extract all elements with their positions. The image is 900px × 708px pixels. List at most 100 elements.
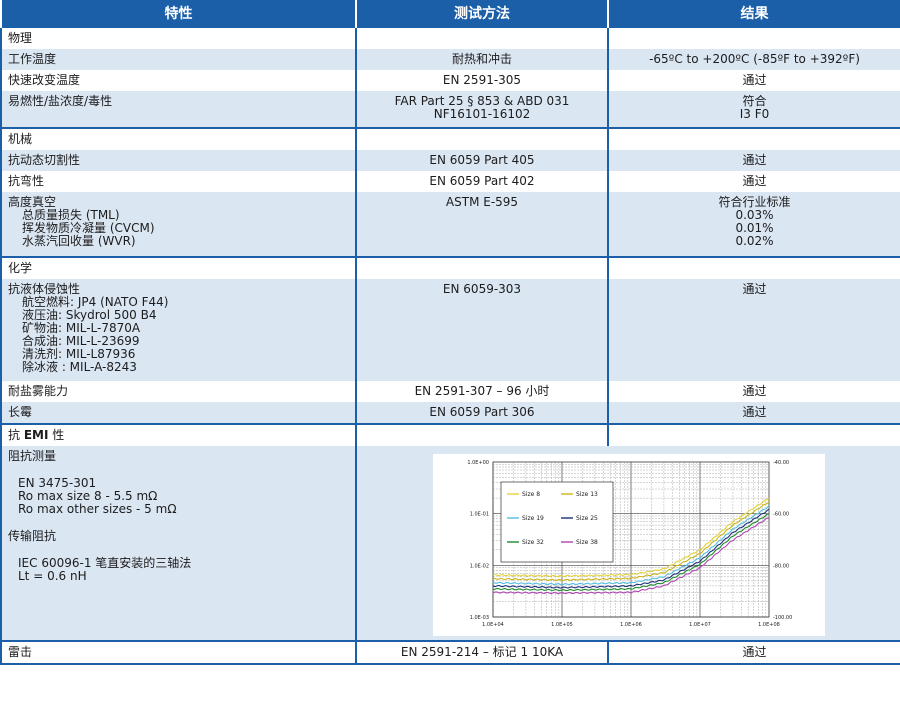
result-line: 符合 (742, 94, 767, 108)
row-method: EN 2591-214 – 标记 1 10KA (355, 640, 609, 665)
table-row: 耐盐雾能力 EN 2591-307 – 96 小时 通过 (0, 381, 900, 402)
header-property: 特性 (0, 0, 357, 27)
table-row: 抗液体侵蚀性 航空燃料: JP4 (NATO F44) 液压油: Skydrol… (0, 279, 900, 381)
legend-label: Size 38 (576, 539, 598, 546)
x-tick-label: 1.0E+04 (482, 622, 504, 628)
row-name: 高度真空 总质量损失 (TML) 挥发物质冷凝量 (CVCM) 水蒸汽回收量 (… (0, 192, 357, 257)
properties-table: 特性 测试方法 结果 物理 工作温度 耐热和冲击 -65ºC to +200ºC… (0, 0, 900, 665)
row-result: 符合行业标准 0.03% 0.01% 0.02% (607, 192, 900, 257)
y-right-tick-label: -100.00 (773, 615, 792, 621)
section-row-mechanical: 机械 (0, 127, 900, 150)
x-tick-label: 1.0E+08 (758, 622, 780, 628)
transfer-title: 传输阻抗 (8, 529, 57, 543)
section-title-emi: 抗 EMI 性 (0, 423, 357, 446)
table-row: 抗动态切割性 EN 6059 Part 405 通过 (0, 150, 900, 171)
y-left-tick-label: 1.0E-01 (469, 512, 488, 518)
section-row-physics: 物理 (0, 26, 900, 49)
row-name: 快速改变温度 (0, 70, 357, 91)
impedance-title: 阻抗测量 (8, 449, 57, 463)
result-line: 0.03% (735, 208, 774, 222)
row-method: 耐热和冲击 (355, 49, 609, 70)
vacuum-title: 高度真空 (8, 195, 57, 209)
fluid-item: 合成油: MIL-L-23699 (22, 334, 140, 348)
emi-detail: 阻抗测量 EN 3475-301 Ro max size 8 - 5.5 mΩ … (0, 446, 357, 641)
row-result: -65ºC to +200ºC (-85ºF to +392ºF) (607, 49, 900, 70)
series-line (492, 501, 769, 582)
row-method: EN 6059 Part 306 (355, 402, 609, 424)
y-right-tick-label: -60.00 (773, 512, 789, 518)
table-row: 高度真空 总质量损失 (TML) 挥发物质冷凝量 (CVCM) 水蒸汽回收量 (… (0, 192, 900, 257)
fluids-title: 抗液体侵蚀性 (8, 282, 81, 296)
series-line (492, 498, 769, 578)
header-result: 结果 (607, 0, 900, 27)
transfer-line: Lt = 0.6 nH (18, 569, 87, 583)
method-line: FAR Part 25 § 853 & ABD 031 (394, 94, 570, 108)
row-result: 符合 I3 F0 (607, 91, 900, 128)
y-left-tick-label: 1.0E+00 (467, 460, 489, 466)
row-method: EN 6059 Part 402 (355, 171, 609, 192)
table-row-emi-detail: 阻抗测量 EN 3475-301 Ro max size 8 - 5.5 mΩ … (0, 446, 900, 641)
section-row-emi: 抗 EMI 性 (0, 423, 900, 446)
row-name: 易燃性/盐浓度/毒性 (0, 91, 357, 128)
legend-label: Size 25 (576, 515, 598, 522)
row-method: EN 6059-303 (355, 279, 609, 381)
row-result: 通过 (607, 402, 900, 424)
y-left-tick-label: 1.0E-03 (469, 615, 488, 621)
row-name: 雷击 (0, 640, 357, 665)
chart-svg: 1.0E+04 1.0E+05 1.0E+06 1.0E+07 1.0E+08 1.0E+… (467, 460, 792, 628)
table-row: 雷击 EN 2591-214 – 标记 1 10KA 通过 (0, 640, 900, 665)
row-name: 抗弯性 (0, 171, 357, 192)
series-line (492, 508, 769, 589)
row-method: ASTM E-595 (355, 192, 609, 257)
fluid-item: 清洗剂: MIL-L87936 (22, 347, 136, 361)
y-right-tick-label: -40.00 (773, 460, 789, 466)
row-name: 长霉 (0, 402, 357, 424)
table-row: 抗弯性 EN 6059 Part 402 通过 (0, 171, 900, 192)
table-row: 快速改变温度 EN 2591-305 通过 (0, 70, 900, 91)
x-tick-label: 1.0E+06 (620, 622, 642, 628)
emi-pre: 抗 (8, 428, 24, 442)
section-title-mechanical: 机械 (0, 127, 357, 150)
impedance-line: EN 3475-301 (18, 476, 97, 490)
emi-bold: EMI (23, 428, 49, 442)
row-method: EN 2591-305 (355, 70, 609, 91)
table-row: 工作温度 耐热和冲击 -65ºC to +200ºC (-85ºF to +39… (0, 49, 900, 70)
row-name: 抗液体侵蚀性 航空燃料: JP4 (NATO F44) 液压油: Skydrol… (0, 279, 357, 381)
row-result: 通过 (607, 279, 900, 381)
legend-label: Size 8 (522, 491, 540, 498)
row-method: EN 6059 Part 405 (355, 150, 609, 171)
vacuum-sub: 挥发物质冷凝量 (CVCM) (22, 221, 155, 235)
legend-label: Size 32 (522, 539, 544, 546)
x-tick-label: 1.0E+07 (689, 622, 711, 628)
vacuum-sub: 总质量损失 (TML) (22, 208, 120, 222)
result-line: 符合行业标准 (718, 195, 791, 209)
legend-label: Size 13 (576, 491, 598, 498)
fluid-item: 航空燃料: JP4 (NATO F44) (22, 295, 169, 309)
fluid-item: 除冰液 : MIL-A-8243 (22, 360, 137, 374)
series-line (492, 517, 769, 595)
row-method: FAR Part 25 § 853 & ABD 031 NF16101-1610… (355, 91, 609, 128)
emi-chart-cell: 1.0E+04 1.0E+05 1.0E+06 1.0E+07 1.0E+08 1.0E+… (355, 446, 900, 641)
y-left-tick-label: 1.0E-02 (469, 563, 488, 569)
impedance-line: Ro max size 8 - 5.5 mΩ (18, 489, 158, 503)
vacuum-sub: 水蒸汽回收量 (WVR) (22, 234, 136, 248)
method-line: NF16101-16102 (433, 107, 531, 121)
result-line: I3 F0 (739, 107, 770, 121)
fluid-item: 矿物油: MIL-L-7870A (22, 321, 141, 335)
row-result: 通过 (607, 640, 900, 665)
legend-box (500, 481, 613, 563)
section-title-chemical: 化学 (0, 256, 357, 279)
series-line (492, 505, 769, 586)
table-row: 长霉 EN 6059 Part 306 通过 (0, 402, 900, 424)
impedance-line: Ro max other sizes - 5 mΩ (18, 502, 177, 516)
section-title-physics: 物理 (0, 26, 357, 49)
y-right-tick-label: -80.00 (773, 563, 789, 569)
row-name: 抗动态切割性 (0, 150, 357, 171)
series-line (492, 513, 769, 592)
row-method: EN 2591-307 – 96 小时 (355, 381, 609, 402)
emi-post: 性 (48, 428, 65, 442)
row-result: 通过 (607, 70, 900, 91)
result-line: 0.01% (735, 221, 774, 235)
table-row: 易燃性/盐浓度/毒性 FAR Part 25 § 853 & ABD 031 N… (0, 91, 900, 128)
row-result: 通过 (607, 381, 900, 402)
